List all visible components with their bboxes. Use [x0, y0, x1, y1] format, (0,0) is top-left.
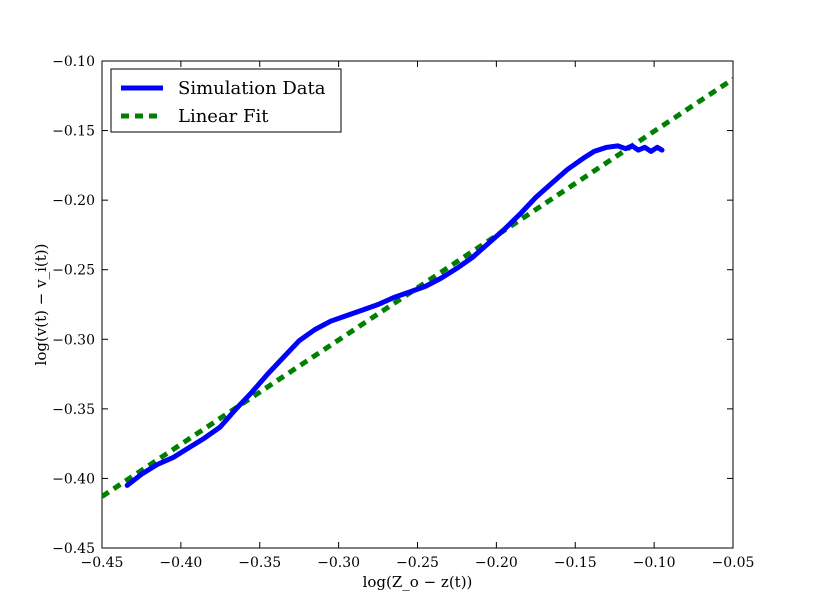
y-tick-label: −0.15	[52, 124, 95, 140]
legend-label-linear-fit: Linear Fit	[178, 106, 269, 127]
y-tick-label: −0.10	[52, 54, 95, 70]
ticks: −0.45 −0.40 −0.35 −0.30 −0.25 −0.20 −0.15 −0.10…	[52, 54, 754, 571]
y-tick-label: −0.35	[52, 402, 95, 418]
x-tick-label: −0.15	[554, 555, 597, 571]
series-line-simulation-data	[124, 143, 665, 488]
x-tick-label: −0.45	[81, 555, 124, 571]
x-axis-label: log(Z_o − z(t))	[363, 573, 473, 591]
x-tick-label: −0.35	[238, 555, 281, 571]
plot-frame	[101, 60, 734, 549]
x-tick-label: −0.30	[317, 555, 360, 571]
y-tick-label: −0.30	[52, 332, 95, 348]
x-tick-label: −0.40	[159, 555, 202, 571]
y-tick-label: −0.25	[52, 263, 95, 279]
y-tick-label: −0.40	[52, 471, 95, 487]
y-tick-label: −0.45	[52, 541, 95, 557]
legend-label-simulation-data: Simulation Data	[178, 78, 326, 99]
x-tick-label: −0.05	[712, 555, 755, 571]
x-tick-label: −0.10	[633, 555, 676, 571]
series-layer	[102, 77, 733, 499]
x-tick-label: −0.25	[396, 555, 439, 571]
legend-box	[110, 68, 342, 133]
legend: Simulation Data Linear Fit	[110, 68, 342, 133]
y-axis-label: log(v(t) − v_i(t))	[32, 244, 50, 366]
y-tick-label: −0.20	[52, 193, 95, 209]
x-tick-label: −0.20	[475, 555, 518, 571]
